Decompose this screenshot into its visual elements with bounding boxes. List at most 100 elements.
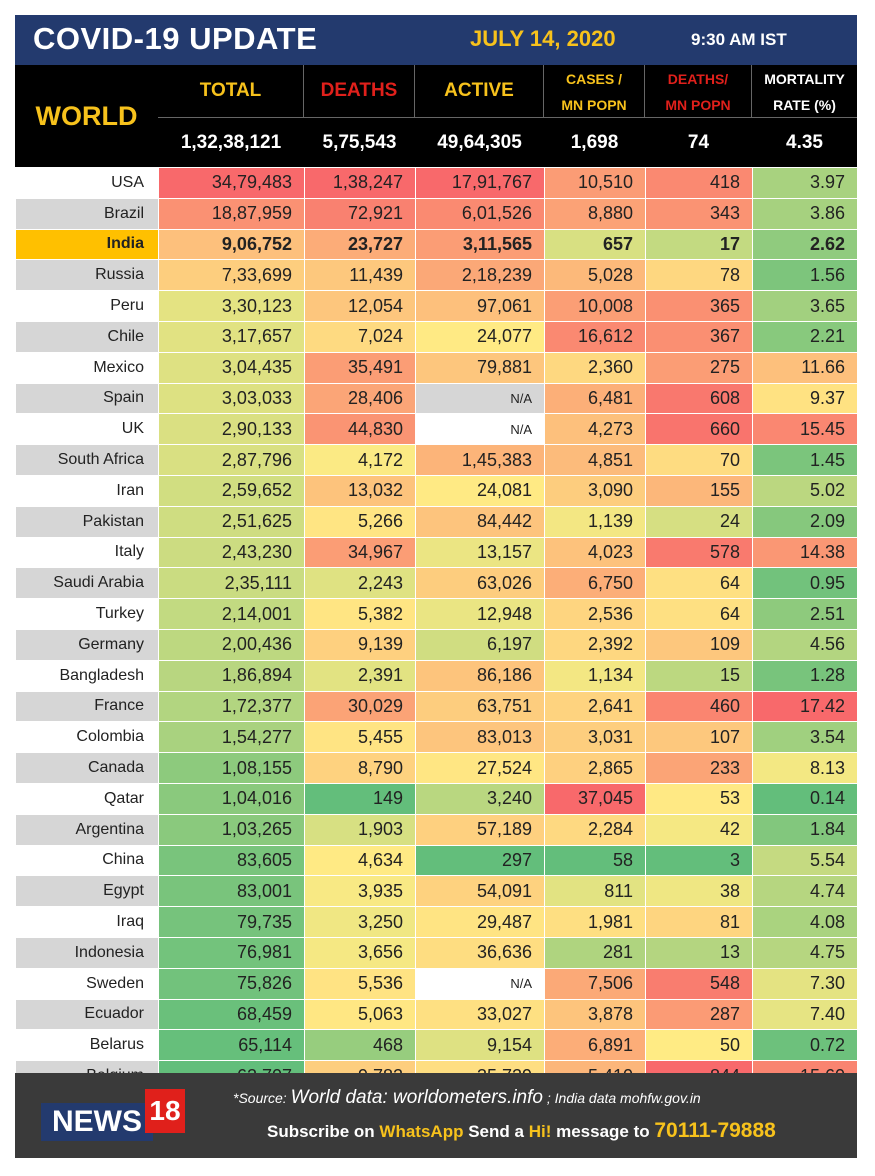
country-name: Egypt — [15, 875, 159, 908]
cell-active: 24,081 — [415, 474, 545, 507]
country-name: India — [15, 228, 159, 261]
table-row: Colombia 1,54,277 5,455 83,013 3,031 107 3.54 — [15, 721, 858, 754]
country-name: Iraq — [15, 906, 159, 938]
cell-cases-mn: 1,981 — [544, 906, 646, 938]
cell-deaths: 2,391 — [304, 659, 416, 692]
table-row: Indonesia 76,981 3,656 36,636 281 13 4.75 — [15, 936, 858, 969]
cell-deaths-mn: 660 — [645, 413, 753, 446]
cell-active: 6,197 — [415, 628, 545, 661]
cell-mortality: 3.54 — [752, 721, 858, 754]
cell-mortality: 3.97 — [752, 167, 858, 199]
world-deaths: 5,75,543 — [322, 131, 397, 153]
cell-deaths-mn: 17 — [645, 228, 753, 261]
cell-mortality: 1.56 — [752, 259, 858, 292]
country-name: Turkey — [15, 598, 159, 630]
cell-deaths: 35,491 — [304, 351, 416, 384]
table-row: Chile 3,17,657 7,024 24,077 16,612 367 2.21 — [15, 320, 858, 353]
country-name: South Africa — [15, 444, 159, 476]
cell-deaths-mn: 64 — [645, 567, 753, 600]
cell-deaths: 468 — [304, 1029, 416, 1062]
cell-deaths: 5,536 — [304, 967, 416, 1000]
source-prefix: *Source: — [233, 1090, 287, 1106]
logo-news-text: NEWS — [41, 1103, 153, 1141]
cell-cases-mn: 2,392 — [544, 628, 646, 661]
world-label: WORLD — [35, 100, 138, 131]
cell-active: 79,881 — [415, 351, 545, 384]
cell-total: 2,59,652 — [158, 474, 305, 507]
cell-mortality: 4.75 — [752, 936, 858, 969]
table-row: Ecuador 68,459 5,063 33,027 3,878 287 7.40 — [15, 998, 858, 1031]
cell-mortality: 2.09 — [752, 505, 858, 538]
cell-cases-mn: 37,045 — [544, 782, 646, 815]
cell-active: N/A — [415, 967, 545, 1000]
cell-deaths-mn: 578 — [645, 536, 753, 569]
country-name: Argentina — [15, 813, 159, 846]
country-name: Spain — [15, 382, 159, 415]
world-total: 1,32,38,121 — [180, 131, 282, 153]
cell-deaths-mn: 155 — [645, 474, 753, 507]
country-name: Ecuador — [15, 998, 159, 1031]
col-header-active: ACTIVE — [415, 65, 544, 118]
country-name: France — [15, 690, 159, 723]
cell-total: 2,00,436 — [158, 628, 305, 661]
cell-total: 3,30,123 — [158, 290, 305, 322]
cell-total: 1,03,265 — [158, 813, 305, 846]
cell-mortality: 4.74 — [752, 875, 858, 908]
col-header-deaths: DEATHS — [304, 65, 415, 118]
table-row: France 1,72,377 30,029 63,751 2,641 460 17.42 — [15, 690, 858, 723]
world-summary: WORLD TOTAL DEATHS ACTIVE CASES / MN POP… — [15, 65, 857, 167]
cell-deaths-mn: 24 — [645, 505, 753, 538]
country-table-body: USA 34,79,483 1,38,247 17,91,767 10,510 418 3.… — [15, 167, 858, 1092]
table-row: Spain 3,03,033 28,406 N/A 6,481 608 9.37 — [15, 382, 858, 415]
cell-deaths-mn: 13 — [645, 936, 753, 969]
cell-total: 2,90,133 — [158, 413, 305, 446]
cell-deaths-mn: 15 — [645, 659, 753, 692]
cell-deaths: 5,063 — [304, 998, 416, 1031]
cell-active: 36,636 — [415, 936, 545, 969]
table-row: Germany 2,00,436 9,139 6,197 2,392 109 4.56 — [15, 628, 858, 661]
subscribe-phone: 70111-79888 — [654, 1119, 776, 1142]
cell-active: 17,91,767 — [415, 167, 545, 199]
table-row: Canada 1,08,155 8,790 27,524 2,865 233 8.13 — [15, 752, 858, 784]
cell-mortality: 3.86 — [752, 197, 858, 230]
cell-total: 79,735 — [158, 906, 305, 938]
cell-deaths-mn: 343 — [645, 197, 753, 230]
country-name: China — [15, 844, 159, 877]
col-header-deathsmn-top: DEATHS/ — [645, 65, 752, 92]
cell-cases-mn: 2,284 — [544, 813, 646, 846]
cell-active: 27,524 — [415, 752, 545, 784]
table-row: Russia 7,33,699 11,439 2,18,239 5,028 78 1.56 — [15, 259, 858, 292]
table-row: Sweden 75,826 5,536 N/A 7,506 548 7.30 — [15, 967, 858, 1000]
cell-cases-mn: 281 — [544, 936, 646, 969]
country-table: USA 34,79,483 1,38,247 17,91,767 10,510 418 3.… — [15, 167, 858, 1092]
col-header-cases-bottom: MN POPN — [544, 92, 645, 118]
cell-total: 7,33,699 — [158, 259, 305, 292]
subscribe-text-2: Send a — [468, 1122, 524, 1141]
cell-active: 3,240 — [415, 782, 545, 815]
cell-deaths-mn: 81 — [645, 906, 753, 938]
country-name: Canada — [15, 752, 159, 784]
world-cases-per-mn: 1,698 — [570, 131, 619, 153]
cell-cases-mn: 7,506 — [544, 967, 646, 1000]
cell-deaths-mn: 107 — [645, 721, 753, 754]
country-name: Germany — [15, 628, 159, 661]
country-name: UK — [15, 413, 159, 446]
cell-deaths: 13,032 — [304, 474, 416, 507]
cell-cases-mn: 10,008 — [544, 290, 646, 322]
cell-deaths-mn: 64 — [645, 598, 753, 630]
cell-active: 54,091 — [415, 875, 545, 908]
cell-active: 29,487 — [415, 906, 545, 938]
title-bar: COVID-19 UPDATE JULY 14, 2020 9:30 AM IS… — [15, 15, 857, 65]
cell-deaths-mn: 42 — [645, 813, 753, 846]
cell-cases-mn: 811 — [544, 875, 646, 908]
cell-cases-mn: 2,865 — [544, 752, 646, 784]
world-mortality-rate: 4.35 — [786, 131, 823, 153]
cell-deaths-mn: 365 — [645, 290, 753, 322]
col-header-deathsmn-bottom: MN POPN — [645, 92, 752, 118]
cell-deaths-mn: 287 — [645, 998, 753, 1031]
cell-deaths-mn: 608 — [645, 382, 753, 415]
country-name: USA — [15, 167, 159, 199]
source-india: India data mohfw.gov.in — [554, 1090, 701, 1106]
table-row: Italy 2,43,230 34,967 13,157 4,023 578 14.38 — [15, 536, 858, 569]
country-name: Indonesia — [15, 936, 159, 969]
